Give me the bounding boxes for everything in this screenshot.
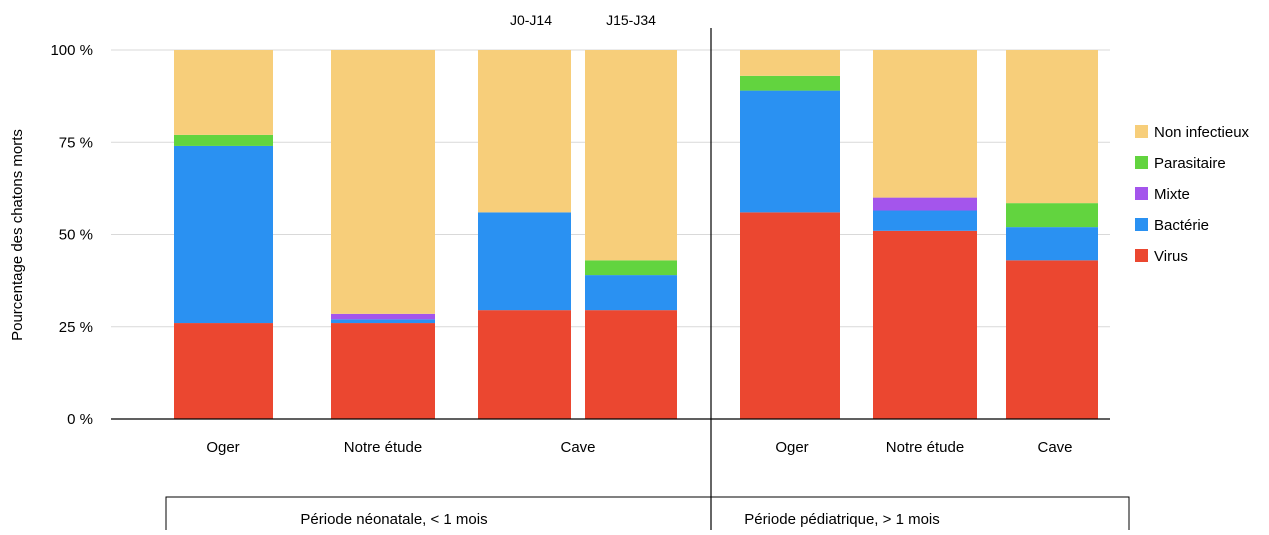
y-tick-label: 25 % [59, 319, 93, 336]
bar-segment-parasitaire [585, 260, 677, 276]
bar-stack [331, 50, 435, 419]
bar-segment-parasitaire [740, 75, 840, 91]
bar-segment-mixte [873, 197, 977, 211]
bar-segment-virus [740, 212, 840, 419]
bar-segment-virus [478, 310, 571, 419]
bar-segment-virus [873, 230, 977, 419]
bar-segment-non-infectieux [740, 50, 840, 76]
x-category-label: Notre étude [886, 439, 964, 456]
axes [111, 28, 1110, 530]
bar-stack [478, 50, 571, 419]
bar-segment-parasitaire [1006, 203, 1098, 228]
legend-label: Parasitaire [1154, 155, 1226, 172]
subcategory-label: J0-J14 [510, 12, 552, 28]
bar-stack [585, 50, 677, 419]
bar-segment-parasitaire [174, 134, 273, 146]
legend: Non infectieux Parasitaire Mixte Bactérie Vi… [1135, 124, 1250, 265]
bar-segment-non-infectieux [1006, 50, 1098, 204]
y-tick-label: 0 % [67, 411, 93, 428]
x-category-label: Oger [206, 439, 239, 456]
subcategory-labels: J0-J14 J15-J34 [510, 12, 656, 28]
bar-segment-bacterie [331, 319, 435, 324]
legend-swatch [1135, 218, 1148, 231]
bar-segment-virus [585, 310, 677, 419]
legend-item: Parasitaire [1135, 155, 1226, 172]
bar-segment-bacterie [740, 90, 840, 213]
y-tick-label: 100 % [50, 42, 93, 59]
legend-item: Virus [1135, 248, 1188, 265]
legend-label: Bactérie [1154, 217, 1209, 234]
bar-segment-non-infectieux [331, 50, 435, 314]
legend-swatch [1135, 187, 1148, 200]
y-axis-ticks: 0 % 25 % 50 % 75 % 100 % [50, 42, 93, 428]
bar-segment-bacterie [1006, 227, 1098, 261]
x-axis-category-labels: Oger Notre étude Cave Oger Notre étude Cave [206, 439, 1072, 456]
legend-label: Mixte [1154, 186, 1190, 203]
group-box [710, 496, 1130, 535]
x-category-label: Cave [560, 439, 595, 456]
bar-segment-bacterie [174, 145, 273, 324]
group-boxes: Période néonatale, < 1 mois Période pédia… [165, 496, 1130, 535]
y-axis-label: Pourcentage des chatons morts [9, 129, 26, 341]
bar-segment-virus [1006, 260, 1098, 419]
bar-segment-virus [174, 323, 273, 419]
x-category-label: Oger [775, 439, 808, 456]
legend-label: Virus [1154, 248, 1188, 265]
x-category-label: Notre étude [344, 439, 422, 456]
y-tick-label: 50 % [59, 227, 93, 244]
group-label: Période néonatale, < 1 mois [300, 511, 487, 528]
legend-item: Mixte [1135, 186, 1190, 203]
bar-stack [740, 50, 840, 419]
bar-segment-non-infectieux [478, 50, 571, 213]
group-label: Période pédiatrique, > 1 mois [744, 511, 940, 528]
bar-segment-non-infectieux [873, 50, 977, 198]
bar-segment-bacterie [478, 212, 571, 311]
bar-stack [174, 50, 273, 419]
bar-segment-mixte [331, 313, 435, 320]
subcategory-label: J15-J34 [606, 12, 656, 28]
bar-segment-bacterie [585, 275, 677, 311]
bar-segment-non-infectieux [585, 50, 677, 261]
bar-segment-non-infectieux [174, 50, 273, 135]
y-tick-label: 75 % [59, 134, 93, 151]
x-category-label: Cave [1037, 439, 1072, 456]
legend-swatch [1135, 125, 1148, 138]
legend-item: Bactérie [1135, 217, 1209, 234]
legend-swatch [1135, 249, 1148, 262]
bar-stack [1006, 50, 1098, 419]
bars [174, 50, 1098, 419]
legend-swatch [1135, 156, 1148, 169]
bar-stack [873, 50, 977, 419]
legend-label: Non infectieux [1154, 124, 1250, 141]
bar-segment-bacterie [873, 210, 977, 231]
legend-item: Non infectieux [1135, 124, 1250, 141]
bar-segment-virus [331, 323, 435, 419]
